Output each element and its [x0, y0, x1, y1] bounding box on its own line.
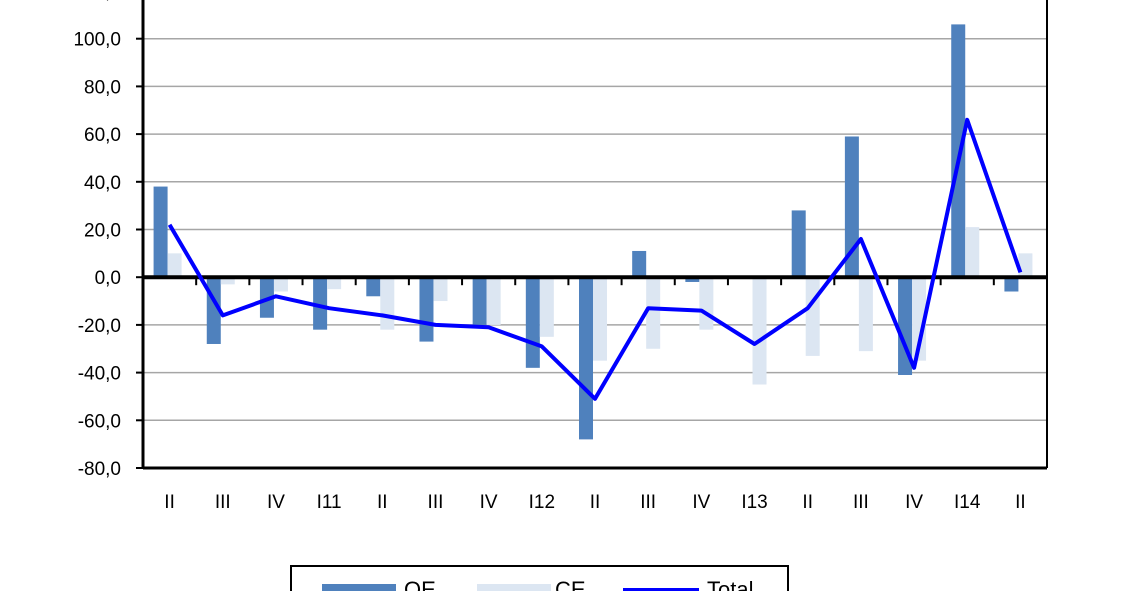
bar-oe [419, 277, 434, 342]
bar-oe [472, 277, 487, 325]
x-tick-label: II [164, 492, 175, 513]
bar-ce [646, 277, 661, 349]
legend-swatch-oe [322, 584, 396, 591]
bar-oe [153, 186, 168, 278]
x-tick-label: II [590, 492, 601, 513]
bar-ce [327, 277, 342, 290]
bar-ce [912, 277, 927, 361]
y-axis-tick-labels: -80,0 -60,0 -40,0 -20,0 0,0 20,0 40,0 60,0 80,0 1… [73, 0, 121, 480]
bar-ce [752, 277, 767, 385]
bar-ce [486, 277, 501, 325]
legend: OE CE Total [290, 565, 789, 591]
bar-ce [167, 253, 182, 278]
y-tick-label: 80,0 [84, 77, 121, 98]
x-tick-label: II [377, 492, 388, 513]
x-tick-label: III [853, 492, 869, 513]
bar-oe [579, 277, 593, 440]
bar-oe [525, 277, 540, 368]
legend-label-total: Total [707, 577, 753, 591]
y-tick-label: 100,0 [73, 30, 121, 51]
y-tick-label: 20,0 [84, 221, 121, 242]
bar-ce [539, 277, 554, 337]
series-total-line [167, 117, 1023, 401]
legend-label-ce: CE [555, 577, 586, 591]
bar-ce [805, 277, 820, 356]
x-tick-label: I11 [317, 492, 342, 513]
bar-ce [699, 277, 714, 330]
bar-oe [791, 210, 806, 278]
x-tick-label: III [215, 492, 231, 513]
x-tick-label: I12 [529, 492, 555, 513]
bar-oe [685, 277, 700, 282]
legend-swatch-ce [477, 584, 551, 591]
x-axis-tick-labels: II III IV I11 II III IV I12 II III IV I13 II III IV I14… [164, 492, 1025, 513]
x-tick-label: I14 [954, 492, 981, 513]
line-total [167, 117, 1023, 401]
bar-ce [593, 277, 607, 361]
series-oe-bars [153, 24, 1019, 440]
x-tick-label: IV [480, 492, 498, 513]
y-tick-label: 60,0 [84, 125, 121, 146]
bar-ce [220, 277, 235, 285]
x-tick-label: III [640, 492, 656, 513]
y-tick-label: -60,0 [78, 411, 121, 432]
x-tick-label: III [428, 492, 444, 513]
bar-oe [1004, 277, 1019, 292]
x-tick-label: II [1015, 492, 1026, 513]
y-tick-label: -40,0 [78, 364, 121, 385]
bar-ce [380, 277, 395, 330]
bar-ce [858, 277, 873, 352]
x-tick-label: IV [905, 492, 923, 513]
y-tick-label: 120,0 [73, 0, 121, 3]
y-tick-label: -20,0 [78, 316, 121, 337]
x-tick-label: IV [692, 492, 710, 513]
bar-ce [1018, 253, 1033, 278]
x-tick-label: II [802, 492, 813, 513]
bar-ce [965, 227, 980, 278]
bar-oe [313, 277, 328, 330]
bar-oe [632, 250, 647, 278]
legend-label-oe: OE [404, 577, 436, 591]
bar-oe [366, 277, 381, 297]
y-tick-label: 40,0 [84, 173, 121, 194]
bar-ce [273, 277, 288, 292]
axes [136, 0, 1048, 470]
bar-ce [433, 277, 448, 302]
bar-oe [951, 24, 966, 278]
x-tick-label: I13 [741, 492, 767, 513]
bar-oe [844, 136, 859, 278]
y-tick-label: -80,0 [78, 459, 121, 480]
x-tick-label: IV [267, 492, 285, 513]
y-tick-label: 0,0 [95, 268, 121, 289]
